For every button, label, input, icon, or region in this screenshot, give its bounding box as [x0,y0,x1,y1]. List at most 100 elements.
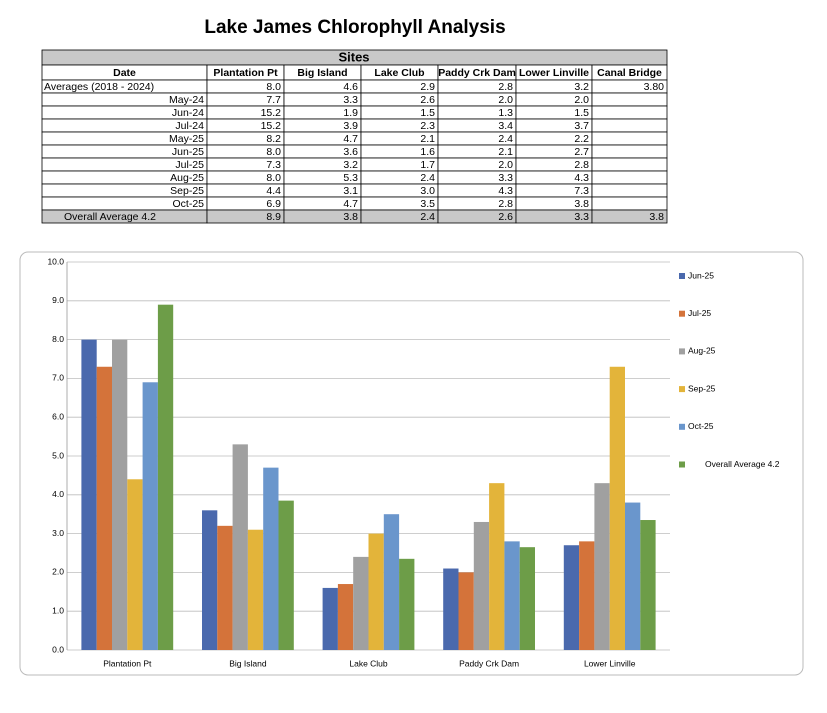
column-header: Big Island [297,67,347,79]
y-tick-label: 4.0 [52,489,64,499]
cell-value: 2.4 [498,133,513,145]
bar [112,339,128,650]
bar [504,541,520,650]
bar [473,521,490,650]
page-title: Lake James Chlorophyll Analysis [204,17,505,38]
cell-value: 3.4 [498,120,513,132]
y-tick-label: 8.0 [52,334,64,344]
bar [489,483,505,650]
row-label: Jul-24 [175,120,204,132]
table-cell [591,144,668,159]
bar [594,483,610,650]
bar [458,572,474,650]
y-tick-label: 0.0 [52,644,64,654]
y-tick-label: 9.0 [52,295,64,305]
table-cell [591,118,668,133]
cell-value: 4.3 [498,185,513,197]
cell-value: 3.3 [574,211,589,223]
cell-value: 3.3 [498,172,513,184]
legend-label: Jun-25 [688,270,714,280]
x-tick-label: Paddy Crk Dam [459,658,519,668]
table-cell [591,157,668,172]
cell-value: 7.3 [266,159,281,171]
cell-value: 1.5 [574,107,589,119]
bar [157,304,174,650]
x-tick-label: Lake Club [349,658,388,668]
cell-value: 1.5 [420,107,435,119]
cell-value: 3.2 [343,159,358,171]
cell-value: 2.3 [420,120,435,132]
cell-value: 3.8 [343,211,358,223]
table-cell [591,209,668,224]
row-label: Aug-25 [170,172,204,184]
legend-swatch [679,273,685,279]
x-tick-label: Plantation Pt [103,658,152,668]
bar [142,382,158,650]
cell-value: 15.2 [261,107,282,119]
legend-label: Aug-25 [688,346,716,356]
legend-label: Oct-25 [688,421,714,431]
cell-value: 3.2 [574,81,589,93]
bar [337,584,354,650]
cell-value: 2.9 [420,81,435,93]
column-header: Lake Club [374,67,424,79]
bar [625,502,641,650]
bar [443,568,459,650]
y-tick-label: 2.0 [52,567,64,577]
cell-value: 2.0 [498,94,513,106]
column-header: Paddy Crk Dam [438,67,516,79]
table-cell [591,131,668,146]
group-header: Sites [338,49,369,64]
cell-value: 2.8 [498,198,513,210]
table-cell [591,183,668,198]
cell-value: 3.6 [343,146,358,158]
cell-value: 2.6 [498,211,513,223]
bar [96,366,112,650]
bar [563,545,580,650]
row-label: Jun-25 [172,146,204,158]
bar [368,533,384,650]
cell-value: 2.0 [498,159,513,171]
y-tick-label: 6.0 [52,411,64,421]
cell-value: 3.8 [574,198,589,210]
bar [353,556,369,650]
y-tick-label: 7.0 [52,373,64,383]
y-tick-label: 10.0 [47,256,64,266]
y-tick-label: 3.0 [52,528,64,538]
cell-value: 2.6 [420,94,435,106]
bar [640,520,656,650]
legend-swatch [679,461,685,468]
column-header: Lower Linville [519,67,589,79]
table-cell [591,170,668,185]
cell-value: 4.7 [343,133,358,145]
cell-value: 4.6 [343,81,358,93]
cell-value: 3.80 [644,81,665,93]
table-cell [591,105,668,120]
bar [263,467,279,650]
cell-value: 4.7 [343,198,358,210]
bar [278,500,294,650]
cell-value: 3.8 [649,211,664,223]
cell-value: 7.7 [266,94,281,106]
bar [202,510,218,650]
cell-value: 4.4 [266,185,281,197]
cell-value: 2.4 [420,172,435,184]
legend-label: Jul-25 [688,308,711,318]
column-header: Plantation Pt [213,67,278,79]
cell-value: 6.9 [266,198,281,210]
cell-value: 3.0 [420,185,435,197]
cell-value: 1.3 [498,107,513,119]
legend-label: Overall Average 4.2 [705,459,780,469]
cell-value: 3.7 [574,120,589,132]
cell-value: 2.8 [574,159,589,171]
bar [247,529,264,650]
x-tick-label: Big Island [229,658,267,668]
table-cell [591,92,668,107]
cell-value: 1.9 [343,107,358,119]
y-tick-label: 5.0 [52,450,64,460]
cell-value: 2.4 [420,211,435,223]
row-label: Jul-25 [175,159,204,171]
column-header: Canal Bridge [597,67,662,79]
cell-value: 8.0 [266,81,281,93]
bar [81,339,97,650]
